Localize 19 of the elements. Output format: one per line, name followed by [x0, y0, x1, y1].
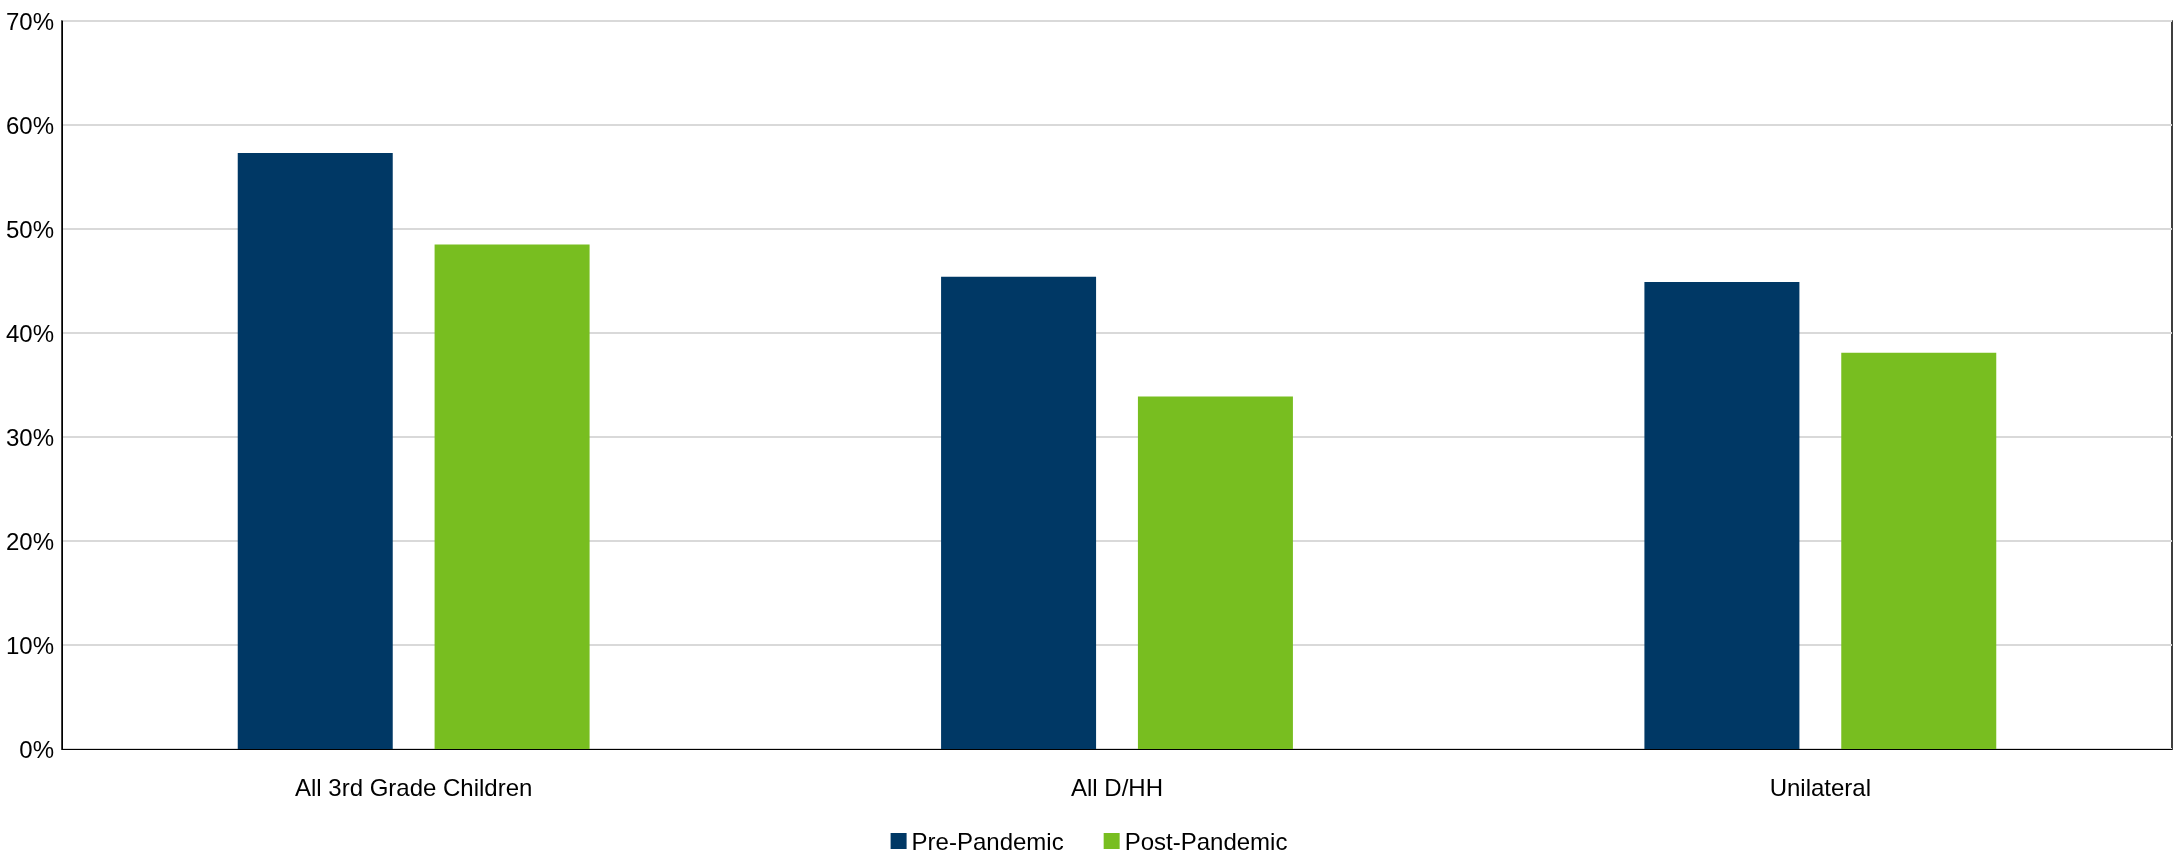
bar — [1841, 352, 1997, 749]
y-tick-label: 20% — [5, 527, 54, 555]
y-tick-label: 0% — [19, 735, 54, 763]
y-tick-label: 30% — [5, 423, 54, 451]
bar — [1137, 396, 1293, 749]
y-tick-label: 10% — [5, 631, 54, 659]
bar — [1644, 282, 1800, 749]
y-tick-label: 60% — [5, 111, 54, 139]
x-tick-label: All 3rd Grade Children — [294, 773, 533, 801]
bar — [434, 244, 590, 749]
y-tick-label: 70% — [5, 7, 54, 35]
legend-label: Pre-Pandemic — [911, 827, 1064, 855]
bar — [237, 153, 393, 749]
x-tick-label: Unilateral — [1769, 773, 1872, 801]
legend-label: Post-Pandemic — [1124, 827, 1288, 855]
y-tick-label: 40% — [5, 319, 54, 347]
y-tick-label: 50% — [5, 215, 54, 243]
bar — [941, 276, 1097, 749]
x-tick-label: All D/HH — [1070, 773, 1164, 801]
